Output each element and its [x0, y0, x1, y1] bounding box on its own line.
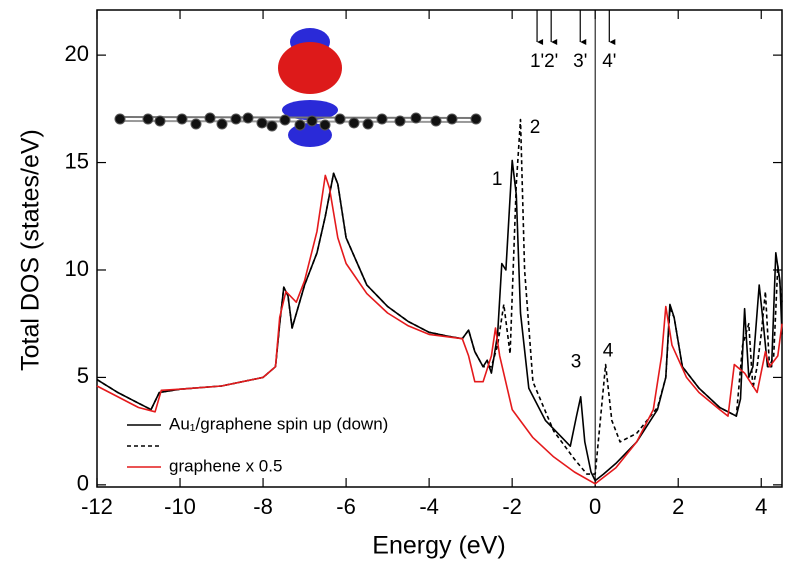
peak-label: 4 [603, 341, 614, 362]
x-tick-label: 4 [755, 494, 767, 519]
x-tick-label: -10 [164, 494, 196, 519]
y-tick-label: 20 [65, 41, 89, 66]
series-line [96, 174, 783, 485]
legend-label: graphene x 0.5 [169, 456, 282, 475]
peak-label: 1 [492, 169, 503, 190]
y-tick-label: 0 [77, 471, 89, 496]
series-line [96, 118, 783, 475]
peak-label: 3 [571, 351, 582, 372]
arrow-label: 4' [602, 51, 616, 72]
plot-frame [96, 9, 783, 488]
x-tick-label: 0 [589, 494, 601, 519]
y-tick-label: 5 [77, 363, 89, 388]
structure-inset [114, 28, 482, 147]
arrow-label: 2' [544, 51, 558, 72]
arrow-label: 3' [573, 51, 587, 72]
x-tick-label: -2 [502, 494, 522, 519]
x-tick-label: -4 [419, 494, 439, 519]
peak-label: 2 [530, 117, 541, 138]
y-tick-label: 10 [65, 256, 89, 281]
legend-label: Au₁/graphene spin up (down) [169, 414, 388, 433]
x-axis-label: Energy (eV) [372, 532, 505, 560]
x-tick-label: -8 [253, 494, 273, 519]
y-axis-label: Total DOS (states/eV) [17, 129, 45, 371]
arrow-label: 1' [530, 51, 544, 72]
x-tick-label: -12 [81, 494, 113, 519]
x-tick-label: 2 [672, 494, 684, 519]
x-tick-label: -6 [336, 494, 356, 519]
y-tick-label: 15 [65, 148, 89, 173]
